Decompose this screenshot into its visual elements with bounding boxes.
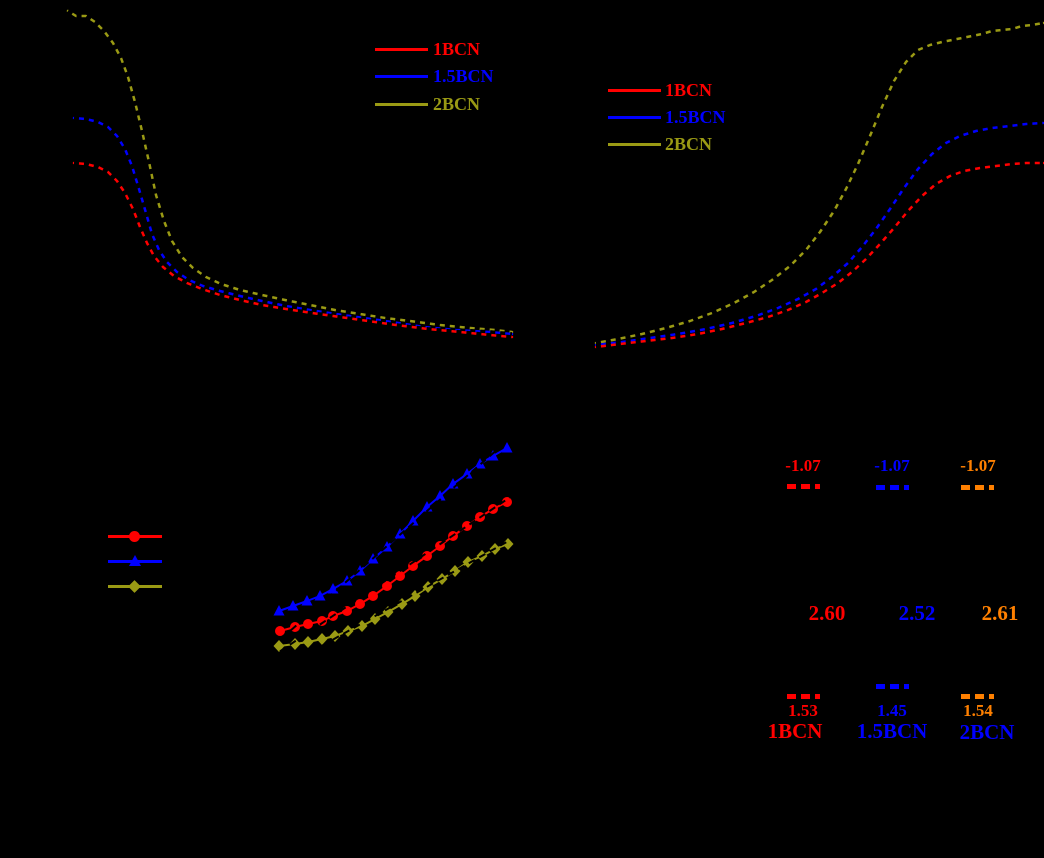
gap-value-1bcn: 2.60 [808,601,846,625]
circle-marker-icon [382,581,392,591]
series-2bcn-curve [278,543,509,647]
legend-label-2bcn: 2BCN [665,134,713,155]
decay-top-left [66,9,514,339]
triangle-marker-icon [314,590,326,601]
circle-marker-icon [342,606,352,616]
homo-level-2bcn [961,694,994,699]
diamond-marker-icon [396,598,408,610]
series-2bcn-fit-overlay [595,21,1044,345]
homo-value-1p5bcn: 1.45 [877,701,907,720]
diamond-marker-icon [502,538,514,550]
circle-marker-icon [275,626,285,636]
lumo-level-1p5bcn [876,485,909,490]
legend-line-2bcn [608,143,661,146]
lumo-level-1bcn [787,484,820,489]
legend-label-1bcn: 1BCN [665,80,713,101]
series-1.5bcn-fit-overlay [595,121,1044,347]
legend-line-1p5bcn [375,75,428,78]
lumo-level-2bcn [961,485,994,490]
legend-label-1bcn: 1BCN [433,39,481,60]
triangle-marker-icon [301,595,313,606]
homo-level-1bcn [787,694,820,699]
triangle-marker-icon [129,555,141,566]
scatter-bottom-left [269,440,514,676]
gap-value-2bcn: 2.61 [981,601,1019,625]
fit-line-1 [281,440,508,639]
diamond-marker-icon [449,565,461,577]
diamond-marker-icon [462,556,474,568]
homo-value-2bcn: 1.54 [963,701,993,720]
triangle-marker-icon [474,458,486,469]
circle-marker-icon [355,599,365,609]
diamond-marker-icon [289,638,301,650]
circle-marker-icon [502,497,512,507]
lumo-value-2bcn: -1.07 [960,456,996,475]
triangle-marker-icon [434,490,446,501]
circle-marker-icon [129,531,140,542]
column-label-2bcn: 2BCN [959,720,1015,744]
triangle-marker-icon [501,442,513,453]
gap-value-1p5bcn: 2.52 [898,601,936,625]
triangle-marker-icon [461,468,473,479]
legend-line-1p5bcn [608,116,661,119]
triangle-marker-icon [447,478,459,489]
legend-line-2bcn [375,103,428,106]
series-1bcn-fit-overlay [73,161,513,339]
circle-marker-icon [303,619,313,629]
diamond-marker-icon [382,606,394,618]
triangle-marker-icon [487,450,499,461]
lumo-value-1bcn: -1.07 [785,456,821,475]
homo-level-1p5bcn [876,684,909,689]
diamond-marker-icon [329,630,341,642]
diamond-marker-icon [316,633,328,645]
series-1bcn-curve [594,161,1044,349]
column-label-1bcn: 1BCN [767,719,823,743]
legend-label-1p5bcn: 1.5BCN [433,66,494,87]
triangle-marker-icon [394,528,406,539]
series-1.5bcn-fit-overlay [73,116,513,336]
fit-line-2 [269,538,513,676]
diamond-marker-icon [356,620,368,632]
series-1bcn-fit-overlay [595,161,1043,349]
circle-marker-icon [317,616,327,626]
circle-marker-icon [395,571,405,581]
triangle-marker-icon [287,600,299,611]
legend-line-1bcn [375,48,428,51]
column-label-1p5bcn: 1.5BCN [856,719,928,743]
homo-value-1bcn: 1.53 [788,701,818,720]
diamond-marker-icon [302,636,314,648]
circle-marker-icon [368,591,378,601]
triangle-marker-icon [327,583,339,594]
response-top-right [594,21,1044,349]
series-2bcn-fit-overlay [67,9,513,334]
series-1.5bcn-curve [278,447,508,612]
diamond-marker-icon [369,613,381,625]
triangle-marker-icon [273,605,285,616]
triangle-marker-icon [407,515,419,526]
legend-label-1p5bcn: 1.5BCN [665,107,726,128]
legend-label-2bcn: 2BCN [433,94,481,115]
lumo-value-1p5bcn: -1.07 [874,456,910,475]
fit-line-0 [269,495,513,659]
legend-line-1bcn [608,89,661,92]
